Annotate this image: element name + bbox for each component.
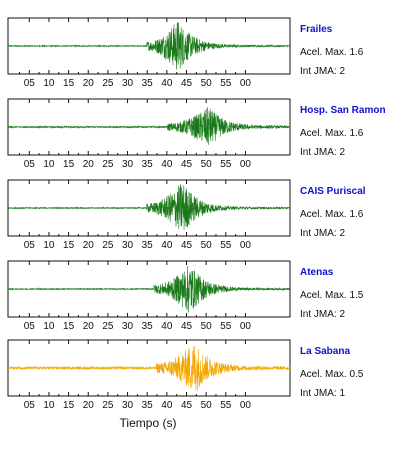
x-tick-label: 55 — [220, 159, 232, 170]
waveform-trace — [8, 107, 290, 145]
x-tick-label: 20 — [83, 159, 95, 170]
panel-info-0: Frailes Acel. Max. 1.6 Int JMA: 2 — [300, 24, 408, 78]
x-tick-label: 40 — [161, 78, 173, 89]
waveform-trace — [8, 346, 290, 392]
x-tick-label: 55 — [220, 78, 232, 89]
x-tick-label: 40 — [161, 400, 173, 411]
x-tick-label: 25 — [102, 321, 114, 332]
x-tick-label: 00 — [240, 78, 252, 89]
x-tick-label: 25 — [102, 400, 114, 411]
x-tick-label: 40 — [161, 159, 173, 170]
x-tick-label: 00 — [240, 240, 252, 251]
max-acceleration-label: Acel. Max. 1.6 — [300, 209, 364, 220]
jma-intensity-label: Int JMA: 2 — [300, 309, 346, 320]
x-tick-label: 15 — [63, 400, 75, 411]
x-tick-label: 40 — [161, 321, 173, 332]
x-tick-label: 35 — [142, 321, 154, 332]
x-tick-label: 10 — [43, 321, 55, 332]
x-tick-label: 10 — [43, 400, 55, 411]
x-tick-label: 50 — [201, 321, 213, 332]
x-tick-label: 15 — [63, 159, 75, 170]
panel-2: 05 10 15 20 25 30 35 40 45 50 55 00 — [7, 179, 291, 251]
x-tick-label: 15 — [63, 240, 75, 251]
x-tick-label: 25 — [102, 240, 114, 251]
x-tick-label: 00 — [240, 400, 252, 411]
x-tick-label: 15 — [63, 321, 75, 332]
x-tick-label: 05 — [24, 321, 36, 332]
jma-intensity-label: Int JMA: 2 — [300, 228, 346, 239]
station-name: Frailes — [300, 24, 333, 35]
x-tick-label: 10 — [43, 159, 55, 170]
x-tick-label: 10 — [43, 78, 55, 89]
panel-info-1: Hosp. San Ramon Acel. Max. 1.6 Int JMA: 2 — [300, 105, 408, 159]
panel-0: 05 10 15 20 25 30 35 40 45 50 55 00 — [7, 17, 291, 89]
panel-4: 05 10 15 20 25 30 35 40 45 50 55 00 — [7, 339, 291, 411]
x-tick-label: 25 — [102, 159, 114, 170]
panel-info-3: Atenas Acel. Max. 1.5 Int JMA: 2 — [300, 267, 408, 321]
jma-intensity-label: Int JMA: 1 — [300, 388, 346, 399]
station-name: CAIS Puriscal — [300, 186, 366, 197]
panel-info-4: La Sabana Acel. Max. 0.5 Int JMA: 1 — [300, 346, 408, 400]
x-tick-label: 50 — [201, 400, 213, 411]
max-acceleration-label: Acel. Max. 1.6 — [300, 128, 364, 139]
x-tick-label: 45 — [181, 78, 193, 89]
max-acceleration-label: Acel. Max. 1.5 — [300, 290, 364, 301]
max-acceleration-label: Acel. Max. 1.6 — [300, 47, 364, 58]
x-tick-label: 50 — [201, 78, 213, 89]
x-tick-label: 05 — [24, 240, 36, 251]
x-tick-label: 35 — [142, 159, 154, 170]
jma-intensity-label: Int JMA: 2 — [300, 147, 346, 158]
x-tick-label: 30 — [122, 78, 134, 89]
x-tick-label: 55 — [220, 240, 232, 251]
x-tick-label: 35 — [142, 240, 154, 251]
panel-3: 05 10 15 20 25 30 35 40 45 50 55 00 — [7, 260, 291, 332]
x-tick-label: 30 — [122, 159, 134, 170]
x-tick-label: 20 — [83, 321, 95, 332]
waveform-trace — [8, 22, 290, 70]
station-name: La Sabana — [300, 346, 351, 357]
x-tick-label: 55 — [220, 321, 232, 332]
panel-1: 05 10 15 20 25 30 35 40 45 50 55 00 — [7, 98, 291, 170]
station-name: Atenas — [300, 267, 334, 278]
x-tick-label: 25 — [102, 78, 114, 89]
x-tick-label: 00 — [240, 159, 252, 170]
x-tick-label: 45 — [181, 400, 193, 411]
waveform-trace — [8, 265, 290, 313]
x-tick-label: 05 — [24, 78, 36, 89]
x-tick-label: 15 — [63, 78, 75, 89]
x-tick-label: 10 — [43, 240, 55, 251]
jma-intensity-label: Int JMA: 2 — [300, 66, 346, 77]
x-tick-label: 55 — [220, 400, 232, 411]
station-name: Hosp. San Ramon — [300, 105, 386, 116]
x-tick-label: 50 — [201, 240, 213, 251]
x-tick-label: 45 — [181, 159, 193, 170]
x-axis-label: Tiempo (s) — [120, 416, 177, 430]
x-tick-label: 05 — [24, 159, 36, 170]
max-acceleration-label: Acel. Max. 0.5 — [300, 369, 364, 380]
x-tick-label: 35 — [142, 78, 154, 89]
x-tick-label: 30 — [122, 240, 134, 251]
x-tick-label: 35 — [142, 400, 154, 411]
waveform-trace — [8, 184, 290, 230]
panel-info-2: CAIS Puriscal Acel. Max. 1.6 Int JMA: 2 — [300, 186, 408, 240]
x-tick-label: 45 — [181, 321, 193, 332]
x-tick-label: 30 — [122, 321, 134, 332]
x-tick-label: 05 — [24, 400, 36, 411]
x-tick-label: 30 — [122, 400, 134, 411]
x-tick-label: 40 — [161, 240, 173, 251]
x-tick-label: 45 — [181, 240, 193, 251]
x-tick-label: 20 — [83, 78, 95, 89]
x-tick-label: 20 — [83, 400, 95, 411]
x-tick-label: 50 — [201, 159, 213, 170]
x-tick-label: 00 — [240, 321, 252, 332]
x-tick-label: 20 — [83, 240, 95, 251]
